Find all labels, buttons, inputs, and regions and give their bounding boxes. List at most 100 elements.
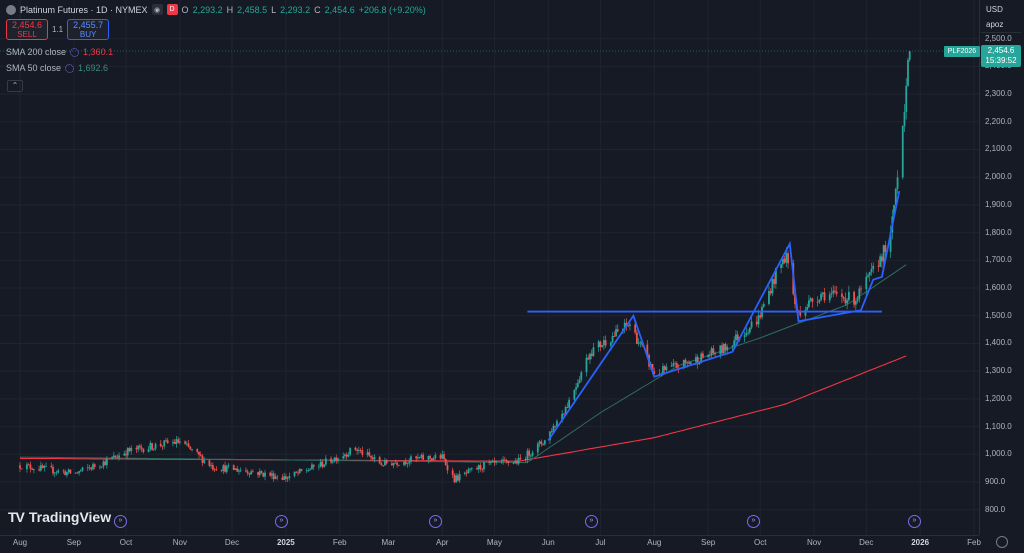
candle: [312, 464, 315, 470]
candle: [443, 451, 445, 461]
candle: [908, 50, 911, 63]
candle-body: [634, 324, 637, 333]
settings-icon[interactable]: [996, 536, 1008, 548]
candle-body: [366, 452, 369, 455]
candle: [592, 342, 595, 358]
candle: [309, 467, 312, 471]
candle-body: [93, 464, 96, 467]
price-tick-label: 1,000.0: [985, 449, 1012, 459]
time-tick-label: Oct: [754, 538, 767, 547]
candle-body: [710, 348, 713, 356]
event-marker-icon[interactable]: »: [908, 515, 921, 528]
candle: [505, 458, 508, 464]
buy-button[interactable]: 2,455.7 BUY: [67, 19, 110, 40]
candle-body: [750, 321, 753, 328]
candle: [828, 291, 831, 304]
event-marker-icon[interactable]: »: [429, 515, 442, 528]
candle: [420, 453, 423, 460]
candle-body: [238, 470, 240, 472]
candle-body: [576, 382, 579, 388]
candle-body: [137, 445, 140, 450]
candle: [427, 455, 430, 464]
candle-body: [90, 467, 93, 470]
candle-body: [629, 324, 631, 326]
tradingview-logo[interactable]: TV TradingView: [8, 509, 111, 525]
candle: [514, 458, 517, 465]
candle: [264, 469, 266, 481]
candle: [272, 470, 275, 482]
candle: [434, 452, 437, 461]
candle-body: [844, 298, 847, 304]
time-tick-label: Nov: [172, 538, 187, 547]
candle: [354, 446, 357, 451]
candle-body: [646, 344, 649, 355]
candle-body: [458, 473, 461, 481]
candle-body: [26, 464, 28, 470]
gear-icon[interactable]: [65, 63, 75, 73]
currency-selector[interactable]: USD: [986, 5, 1003, 14]
candle-body: [298, 469, 301, 473]
candle-body: [587, 357, 590, 360]
delayed-badge[interactable]: D: [166, 4, 178, 15]
candle-body: [361, 450, 364, 455]
platinum-symbol-icon: [6, 4, 16, 15]
candle: [550, 428, 553, 434]
low-label: L: [271, 4, 277, 15]
gear-icon[interactable]: [70, 47, 80, 57]
candle-body: [81, 467, 84, 471]
candle-body: [860, 288, 862, 290]
candle: [147, 445, 150, 453]
candle: [92, 462, 94, 471]
candle: [495, 460, 498, 466]
candle: [225, 464, 228, 474]
event-marker-icon[interactable]: »: [114, 515, 127, 528]
candle-body: [712, 348, 715, 354]
symbol-title[interactable]: Platinum Futures · 1D · NYMEX: [20, 4, 148, 15]
event-marker-icon[interactable]: »: [747, 515, 760, 528]
sma50-legend[interactable]: SMA 50 close 1,692.6: [6, 63, 108, 73]
candle-body: [50, 466, 53, 468]
candle-body: [418, 457, 421, 459]
candle-body: [637, 342, 640, 344]
candle: [57, 468, 60, 474]
sell-button[interactable]: 2,454.6 SELL: [6, 19, 48, 40]
candle-body: [178, 441, 181, 443]
candle-body: [613, 336, 616, 337]
candle: [298, 467, 301, 475]
candle: [215, 466, 218, 472]
candle-body: [488, 462, 491, 463]
candle-body: [384, 459, 386, 466]
time-axis[interactable]: [0, 535, 979, 553]
candle-body: [406, 463, 409, 465]
candle: [834, 286, 836, 295]
eye-icon[interactable]: ◉: [151, 4, 163, 15]
candle: [373, 454, 376, 463]
candle: [470, 467, 473, 472]
collapse-legend-button[interactable]: ⌃: [7, 80, 23, 92]
candle: [396, 461, 398, 468]
candle: [317, 463, 320, 471]
candle: [213, 467, 216, 473]
sma200-legend[interactable]: SMA 200 close 1,360.1: [6, 47, 113, 57]
candle: [627, 324, 630, 328]
candle: [406, 462, 409, 468]
candle: [175, 435, 178, 448]
candle: [345, 452, 348, 460]
time-tick-label: Dec: [224, 538, 240, 547]
event-marker-icon[interactable]: »: [275, 515, 288, 528]
candle: [208, 460, 211, 468]
candle: [380, 462, 383, 466]
candlestick-series: [19, 50, 911, 484]
candle: [344, 453, 346, 459]
candle: [780, 263, 783, 274]
candle: [198, 451, 200, 459]
candle-body: [675, 363, 678, 368]
candle-body: [653, 371, 656, 374]
unit-selector[interactable]: apoz: [986, 20, 1004, 29]
event-marker-icon[interactable]: »: [585, 515, 598, 528]
candle-body: [556, 421, 558, 427]
price-axis[interactable]: [979, 0, 1024, 535]
candle-body: [708, 355, 711, 356]
candle: [835, 285, 838, 297]
